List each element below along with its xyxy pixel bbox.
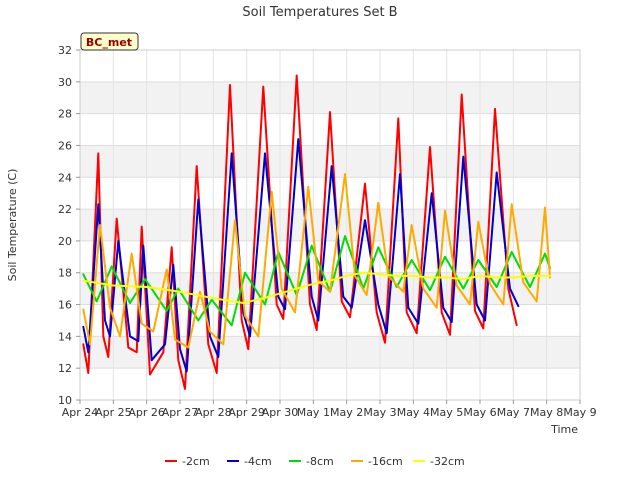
legend: -2cm -4cm -8cm -16cm -32cm [165, 455, 465, 468]
x-tick-label: Apr 29 [228, 406, 265, 419]
y-tick-label: 18 [58, 267, 72, 280]
plot-background [80, 50, 580, 400]
plot-band [80, 304, 580, 337]
y-tick-label: 30 [58, 76, 72, 89]
chart-title: Soil Temperatures Set B [242, 5, 397, 20]
x-tick-label: May 1 [297, 406, 330, 419]
y-tick-label: 16 [58, 299, 72, 312]
series-lines [82, 74, 551, 390]
legend-label: -16cm [368, 455, 403, 468]
plot-band [80, 240, 580, 273]
y-tick-label: 24 [58, 171, 72, 184]
x-tick-label: Apr 24 [62, 406, 99, 419]
y-tick-label: 10 [58, 394, 72, 407]
legend-label: -32cm [430, 455, 465, 468]
legend-label: -4cm [244, 455, 272, 468]
y-tick-label: 32 [58, 44, 72, 57]
x-tick-label: Apr 25 [95, 406, 132, 419]
x-tick-label: May 9 [563, 406, 596, 419]
plot-band [80, 81, 580, 114]
series-line-32cm [82, 271, 551, 304]
y-tick-label: 28 [58, 108, 72, 121]
plot-frame [79, 49, 581, 401]
x-tick-label: Apr 30 [262, 406, 299, 419]
plot-band [80, 336, 580, 369]
series-line-4cm [82, 138, 520, 373]
x-tick-label: May 5 [430, 406, 463, 419]
x-tick-label: May 7 [497, 406, 530, 419]
y-tick-label: 22 [58, 203, 72, 216]
x-axis-label: Time [550, 423, 578, 436]
series-line-2cm [82, 74, 518, 390]
plot-band [80, 209, 580, 241]
x-tick-label: Apr 26 [128, 406, 165, 419]
x-tick-label: May 6 [463, 406, 496, 419]
legend-label: -8cm [306, 455, 334, 468]
x-tick-label: May 4 [397, 406, 430, 419]
plot-band [80, 50, 580, 82]
legend-label: -2cm [182, 455, 210, 468]
x-tick-label: May 2 [330, 406, 363, 419]
plot-band [80, 368, 580, 400]
y-tick-label: 12 [58, 362, 72, 375]
x-tick-label: May 8 [530, 406, 563, 419]
station-badge-label: BC_met [86, 36, 132, 49]
y-tick-label: 26 [58, 139, 72, 152]
x-tick-label: Apr 27 [162, 406, 199, 419]
plot-band [80, 145, 580, 178]
y-tick-label: 14 [58, 330, 72, 343]
y-axis-ticks: 10 12 14 16 18 20 22 24 26 28 30 32 [58, 44, 80, 407]
y-axis-label: Soil Temperature (C) [6, 169, 19, 282]
series-line-16cm [82, 173, 551, 349]
series-line-8cm [82, 235, 551, 327]
station-badge: BC_met [80, 32, 139, 51]
x-tick-label: Apr 28 [195, 406, 232, 419]
x-tick-label: May 3 [363, 406, 396, 419]
y-tick-label: 20 [58, 235, 72, 248]
